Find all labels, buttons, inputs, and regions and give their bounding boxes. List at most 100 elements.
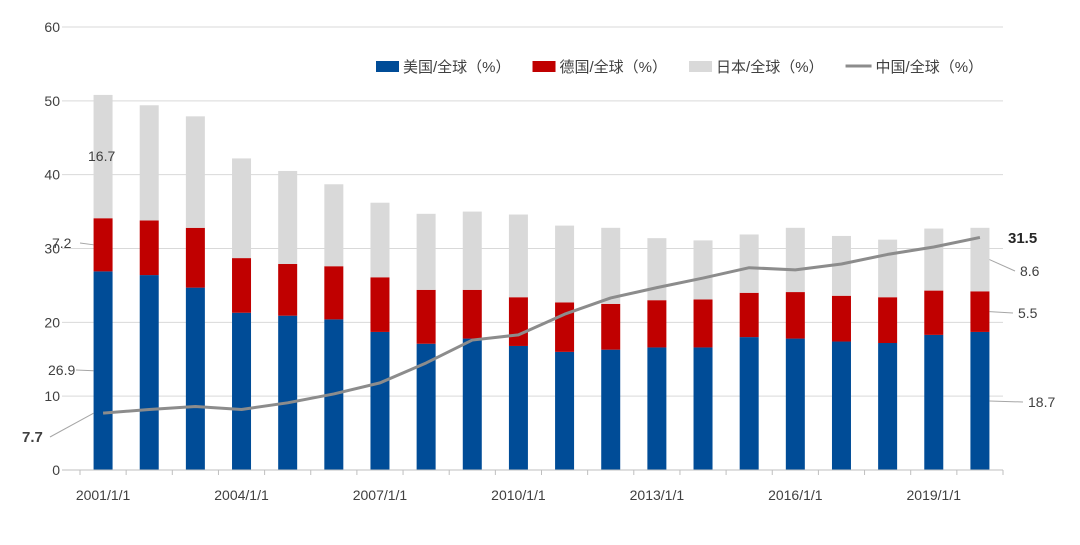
bar-jp <box>601 227 621 304</box>
bar-de <box>693 299 713 348</box>
bar-jp <box>739 234 759 293</box>
bar-jp <box>693 240 713 300</box>
bar-jp <box>647 238 667 301</box>
bar-de <box>555 302 575 352</box>
leader-line-first-us <box>75 369 94 372</box>
bar-jp <box>324 184 344 267</box>
data-label-first-jp: 16.7 <box>88 148 115 164</box>
bar-de <box>601 303 621 350</box>
bars <box>93 94 990 470</box>
bar-us <box>878 343 898 470</box>
bar-jp <box>878 239 898 298</box>
bar-us <box>278 315 298 470</box>
x-tick-label: 2010/1/1 <box>491 487 546 503</box>
bar-jp <box>785 227 805 293</box>
bar-de <box>93 218 113 272</box>
bar-de <box>831 295 851 342</box>
bar-us <box>924 334 944 470</box>
leader-line-last-de <box>989 311 1014 314</box>
legend-label-de: 德国/全球（%） <box>560 58 668 76</box>
bar-jp <box>555 225 575 303</box>
data-label-last-us: 18.7 <box>1028 394 1055 410</box>
bar-us <box>232 312 252 470</box>
x-tick-label: 2013/1/1 <box>630 487 685 503</box>
bar-jp <box>970 227 990 292</box>
bar-de <box>139 220 159 276</box>
bar-jp <box>831 235 851 296</box>
bar-us <box>970 331 990 470</box>
bar-de <box>462 289 482 339</box>
data-label-last-jp: 8.6 <box>1020 263 1040 279</box>
axes: 0 10 20 30 40 50 60 2001/1/1 2004/1/1 2007/1/1 201… <box>44 19 1004 503</box>
legend: 美国/全球（%） 德国/全球（%） 日本/全球（%） 中国/全球（%） <box>376 58 983 76</box>
line-cn <box>102 235 981 415</box>
bar-us <box>555 351 575 470</box>
bar-jp <box>924 228 944 291</box>
bar-us <box>601 349 621 470</box>
bar-de <box>970 291 990 332</box>
data-label-last-cn: 31.5 <box>1008 230 1037 247</box>
bar-us <box>508 345 528 470</box>
y-tick-label: 20 <box>44 314 60 330</box>
bar-us <box>693 347 713 470</box>
china-line-layer <box>102 235 981 415</box>
legend-swatch-de <box>532 61 556 72</box>
bar-de <box>924 290 944 335</box>
bar-us <box>139 275 159 470</box>
leader-line-last-us <box>989 400 1024 403</box>
bar-us <box>370 331 390 470</box>
bar-de <box>739 292 759 338</box>
bar-jp <box>508 214 528 298</box>
y-tick-label: 0 <box>52 462 60 478</box>
data-labels: 16.7 7.2 26.9 7.7 31.5 8.6 5.5 18.7 <box>22 148 1055 446</box>
label-leader-lines <box>49 242 1024 438</box>
bar-jp <box>370 202 390 278</box>
bar-us <box>462 338 482 470</box>
bar-us <box>785 338 805 470</box>
x-tick-label: 2001/1/1 <box>76 487 131 503</box>
bar-us <box>739 337 759 470</box>
bar-us <box>93 271 113 470</box>
y-tick-label: 50 <box>44 93 60 109</box>
bar-de <box>232 258 252 313</box>
bar-de <box>785 292 805 339</box>
y-tick-label: 10 <box>44 388 60 404</box>
bar-us <box>831 341 851 470</box>
x-tick-label: 2019/1/1 <box>907 487 962 503</box>
bar-us <box>647 347 667 470</box>
bar-us <box>185 287 205 470</box>
bar-jp <box>139 105 159 221</box>
bar-de <box>508 297 528 346</box>
legend-label-jp: 日本/全球（%） <box>716 58 824 76</box>
data-label-first-de: 7.2 <box>52 235 72 251</box>
bar-jp <box>416 213 436 290</box>
bar-de <box>416 289 436 344</box>
legend-label-cn: 中国/全球（%） <box>876 58 984 76</box>
bar-jp <box>278 170 298 265</box>
bar-us <box>416 343 436 470</box>
bar-de <box>370 277 390 332</box>
y-tick-label: 60 <box>44 19 60 35</box>
bar-de <box>324 266 344 320</box>
data-label-first-cn: 7.7 <box>22 429 43 446</box>
bar-jp <box>232 158 252 259</box>
leader-line-last-jp <box>989 259 1016 272</box>
bar-de <box>185 227 205 288</box>
bar-de <box>647 300 667 348</box>
bar-de <box>878 297 898 344</box>
legend-swatch-jp <box>689 61 713 72</box>
leader-line-first-de <box>79 242 94 246</box>
bar-jp <box>93 94 113 219</box>
y-tick-label: 40 <box>44 167 60 183</box>
legend-swatch-us <box>376 61 399 72</box>
y-tick-label: 30 <box>44 241 60 257</box>
leader-line-first-cn <box>49 412 94 438</box>
x-tick-label: 2007/1/1 <box>353 487 408 503</box>
bar-de <box>278 264 298 316</box>
data-label-last-de: 5.5 <box>1018 305 1038 321</box>
x-tick-label: 2016/1/1 <box>768 487 823 503</box>
bar-jp <box>185 116 205 228</box>
x-tick-label: 2004/1/1 <box>214 487 269 503</box>
